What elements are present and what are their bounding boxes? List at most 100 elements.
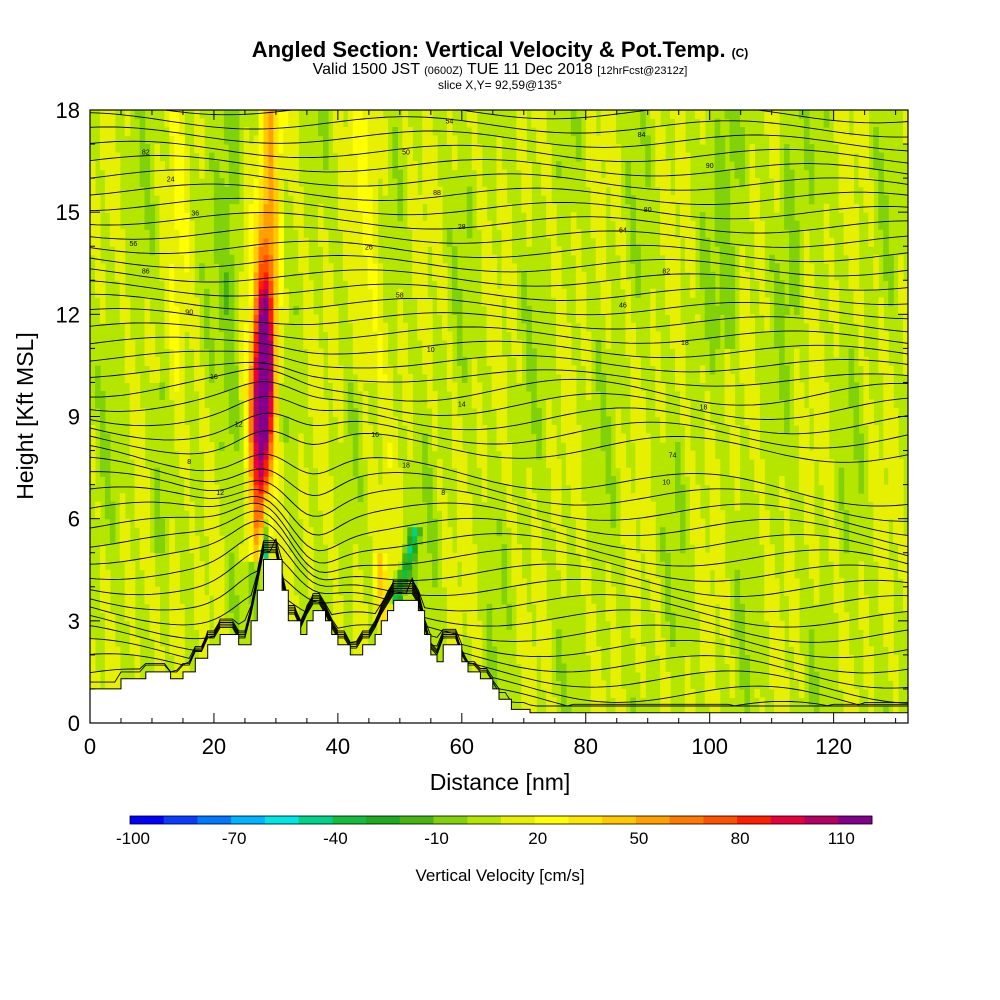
velocity-cell bbox=[660, 220, 666, 230]
velocity-cell bbox=[521, 271, 527, 281]
velocity-cell bbox=[328, 535, 334, 545]
velocity-cell bbox=[318, 356, 324, 366]
velocity-cell bbox=[709, 356, 716, 366]
velocity-cell bbox=[228, 586, 235, 596]
velocity-cell bbox=[268, 348, 275, 358]
velocity-cell bbox=[134, 373, 141, 383]
velocity-cell bbox=[789, 297, 795, 307]
velocity-cell bbox=[352, 220, 359, 230]
velocity-cell bbox=[789, 246, 795, 256]
velocity-cell bbox=[585, 561, 592, 571]
velocity-cell bbox=[531, 356, 537, 366]
velocity-cell bbox=[580, 356, 587, 366]
velocity-cell bbox=[784, 578, 790, 588]
velocity-cell bbox=[620, 688, 627, 698]
velocity-cell bbox=[367, 356, 374, 366]
velocity-cell bbox=[263, 467, 270, 477]
velocity-cell bbox=[397, 595, 403, 605]
velocity-cell bbox=[164, 186, 170, 196]
velocity-cell bbox=[704, 476, 711, 486]
velocity-cell bbox=[526, 186, 532, 196]
velocity-cell bbox=[501, 220, 508, 230]
velocity-cell bbox=[709, 663, 716, 673]
velocity-cell bbox=[873, 544, 879, 554]
velocity-cell bbox=[149, 339, 156, 349]
velocity-cell bbox=[199, 365, 205, 375]
velocity-cell bbox=[481, 246, 488, 256]
velocity-cell bbox=[372, 127, 379, 137]
velocity-cell bbox=[764, 518, 770, 528]
velocity-cell bbox=[164, 297, 170, 307]
velocity-cell bbox=[238, 391, 245, 401]
velocity-cell bbox=[491, 263, 498, 273]
velocity-cell bbox=[615, 152, 622, 162]
velocity-cell bbox=[675, 356, 681, 366]
velocity-cell bbox=[808, 391, 815, 401]
velocity-cell bbox=[754, 254, 760, 264]
velocity-cell bbox=[352, 612, 359, 622]
velocity-cell bbox=[238, 356, 245, 366]
velocity-cell bbox=[709, 654, 716, 664]
velocity-cell bbox=[233, 135, 240, 145]
velocity-cell bbox=[873, 127, 879, 137]
velocity-cell bbox=[665, 706, 671, 716]
velocity-cell bbox=[774, 339, 780, 349]
velocity-cell bbox=[546, 220, 552, 230]
velocity-cell bbox=[382, 518, 389, 528]
velocity-cell bbox=[615, 646, 622, 656]
velocity-cell bbox=[883, 425, 889, 435]
velocity-cell bbox=[243, 229, 250, 239]
velocity-cell bbox=[243, 288, 250, 298]
velocity-cell bbox=[432, 518, 438, 528]
velocity-cell bbox=[114, 654, 121, 664]
velocity-cell bbox=[139, 161, 146, 171]
velocity-cell bbox=[536, 118, 542, 128]
velocity-cell bbox=[734, 467, 741, 477]
velocity-cell bbox=[714, 561, 721, 571]
velocity-cell bbox=[129, 373, 136, 383]
velocity-cell bbox=[779, 680, 785, 690]
velocity-cell bbox=[268, 229, 275, 239]
velocity-cell bbox=[803, 229, 810, 239]
velocity-cell bbox=[724, 263, 731, 273]
velocity-cell bbox=[570, 110, 577, 120]
velocity-cell bbox=[174, 612, 180, 622]
velocity-cell bbox=[179, 220, 185, 230]
velocity-cell bbox=[328, 305, 334, 315]
velocity-cell bbox=[684, 399, 691, 409]
velocity-cell bbox=[808, 688, 815, 698]
velocity-cell bbox=[268, 501, 275, 511]
velocity-cell bbox=[194, 339, 200, 349]
velocity-cell bbox=[868, 450, 874, 460]
velocity-cell bbox=[878, 331, 884, 341]
velocity-cell bbox=[263, 229, 270, 239]
velocity-cell bbox=[199, 382, 205, 392]
velocity-cell bbox=[675, 297, 681, 307]
velocity-cell bbox=[630, 433, 636, 443]
velocity-cell bbox=[303, 322, 309, 332]
velocity-cell bbox=[496, 195, 503, 205]
velocity-cell bbox=[808, 178, 815, 188]
velocity-cell bbox=[412, 195, 418, 205]
velocity-cell bbox=[486, 620, 493, 630]
velocity-cell bbox=[764, 314, 770, 324]
velocity-cell bbox=[204, 620, 210, 630]
velocity-cell bbox=[218, 297, 225, 307]
velocity-cell bbox=[883, 339, 889, 349]
velocity-cell bbox=[169, 229, 175, 239]
velocity-cell bbox=[675, 152, 681, 162]
velocity-cell bbox=[610, 476, 617, 486]
velocity-cell bbox=[253, 391, 260, 401]
velocity-cell bbox=[104, 135, 111, 145]
velocity-cell bbox=[615, 433, 622, 443]
velocity-cell bbox=[382, 450, 389, 460]
velocity-cell bbox=[179, 654, 185, 664]
velocity-cell bbox=[739, 288, 745, 298]
velocity-cell bbox=[233, 144, 240, 154]
velocity-cell bbox=[580, 339, 587, 349]
velocity-cell bbox=[600, 288, 607, 298]
velocity-cell bbox=[769, 578, 775, 588]
velocity-cell bbox=[243, 331, 250, 341]
velocity-cell bbox=[362, 127, 369, 137]
velocity-cell bbox=[461, 578, 468, 588]
